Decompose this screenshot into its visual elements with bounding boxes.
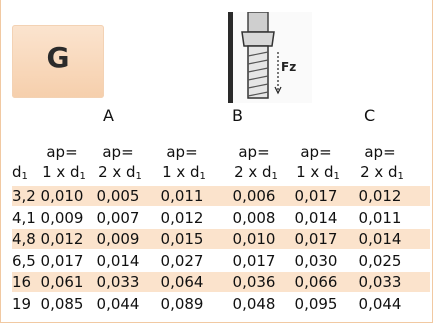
material-group-logo: G <box>12 25 104 98</box>
feed-value-cell: 0,012 <box>358 187 402 205</box>
header-depth-subscript: 1 <box>199 171 206 182</box>
feed-value-cell: 0,012 <box>40 230 84 248</box>
table-row <box>12 272 430 292</box>
section-label-a: A <box>103 106 114 125</box>
feed-value-cell: 0,033 <box>358 273 402 291</box>
feed-value-cell: 0,048 <box>232 294 276 313</box>
header-depth: 1 x d1 <box>296 163 340 182</box>
feed-value-cell: 0,017 <box>40 251 84 270</box>
logo-letter: G <box>46 41 70 74</box>
feed-value-cell: 0,014 <box>96 251 140 270</box>
feed-value-cell: 0,061 <box>40 273 84 291</box>
header-depth-subscript: 1 <box>135 171 142 182</box>
header-depth-subscript: 1 <box>397 171 404 182</box>
feed-value-cell: 0,030 <box>294 251 338 270</box>
tool-drawing <box>241 12 282 99</box>
header-depth: 2 x d1 <box>360 163 404 182</box>
feed-value-cell: 0,007 <box>96 208 140 227</box>
feed-value-cell: 0,044 <box>96 294 140 313</box>
section-label-c: C <box>364 106 376 125</box>
feed-value-cell: 0,010 <box>40 187 84 205</box>
feed-value-cell: 0,009 <box>96 230 140 248</box>
feed-value-cell: 0,008 <box>232 208 276 227</box>
feed-value-cell: 0,027 <box>160 251 204 270</box>
feed-value-cell: 0,017 <box>232 251 276 270</box>
header-ap: ap= <box>102 143 134 161</box>
header-depth: 1 x d1 <box>162 163 206 182</box>
header-depth: 2 x d1 <box>98 163 142 182</box>
table-row <box>12 186 430 206</box>
diameter-cell: 6,5 <box>12 251 36 270</box>
feed-value-cell: 0,014 <box>358 230 402 248</box>
header-ap: ap= <box>238 143 270 161</box>
feed-value-cell: 0,012 <box>160 208 204 227</box>
header-ap: ap= <box>46 143 78 161</box>
feed-value-cell: 0,017 <box>294 187 338 205</box>
feed-value-cell: 0,033 <box>96 273 140 291</box>
section-label-b: B <box>232 106 243 125</box>
tool-image-edge <box>228 12 233 103</box>
diameter-cell: 19 <box>12 294 32 313</box>
feed-value-cell: 0,005 <box>96 187 140 205</box>
feed-value-cell: 0,009 <box>40 208 84 227</box>
feed-value-cell: 0,015 <box>160 230 204 248</box>
feed-value-cell: 0,011 <box>160 187 204 205</box>
feed-value-cell: 0,010 <box>232 230 276 248</box>
feed-value-cell: 0,085 <box>40 294 84 313</box>
diameter-cell: 16 <box>12 273 32 291</box>
feed-value-cell: 0,089 <box>160 294 204 313</box>
header-ap: ap= <box>364 143 396 161</box>
feed-value-cell: 0,025 <box>358 251 402 270</box>
diameter-cell: 4,8 <box>12 230 36 248</box>
feed-value-cell: 0,014 <box>294 208 338 227</box>
column-d-subscript: 1 <box>21 171 28 182</box>
header-ap: ap= <box>300 143 332 161</box>
feed-value-cell: 0,017 <box>294 230 338 248</box>
header-depth-subscript: 1 <box>333 171 340 182</box>
feed-value-cell: 0,011 <box>358 208 402 227</box>
feed-value-cell: 0,036 <box>232 273 276 291</box>
header-depth-subscript: 1 <box>79 171 86 182</box>
tool-image: Fz <box>228 12 312 103</box>
feed-value-cell: 0,066 <box>294 273 338 291</box>
table-row <box>12 229 430 249</box>
feed-value-cell: 0,095 <box>294 294 338 313</box>
diameter-cell: 3,2 <box>12 187 36 205</box>
header-depth-subscript: 1 <box>271 171 278 182</box>
diameter-cell: 4,1 <box>12 208 36 227</box>
feed-value-cell: 0,006 <box>232 187 276 205</box>
header-ap: ap= <box>166 143 198 161</box>
column-d-label: d1 <box>12 163 28 182</box>
force-label: Fz <box>281 60 297 74</box>
feed-value-cell: 0,044 <box>358 294 402 313</box>
header-depth: 1 x d1 <box>42 163 86 182</box>
feed-value-cell: 0,064 <box>160 273 204 291</box>
header-depth: 2 x d1 <box>234 163 278 182</box>
